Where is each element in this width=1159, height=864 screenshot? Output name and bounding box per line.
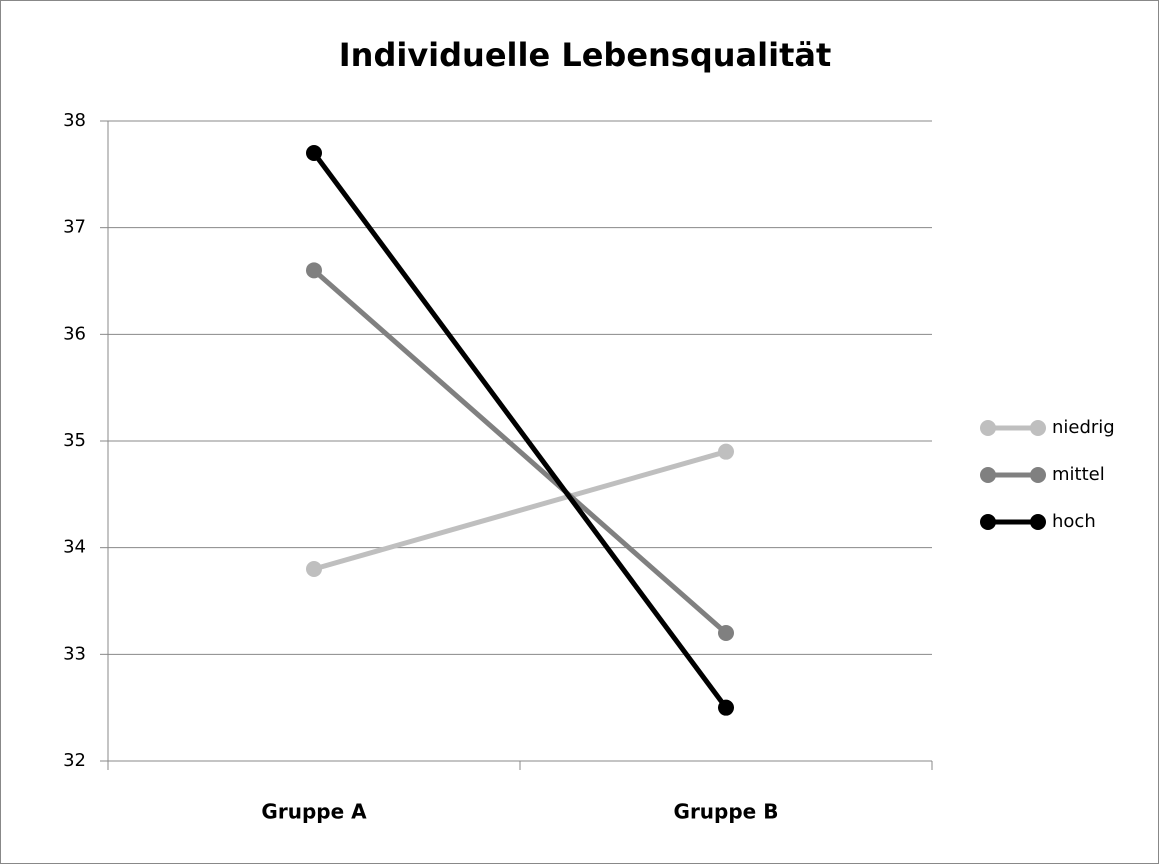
series-line bbox=[312, 268, 728, 635]
data-point bbox=[306, 262, 322, 279]
data-point bbox=[718, 625, 734, 641]
data-point bbox=[306, 145, 322, 161]
y-tick-label: 34 bbox=[63, 537, 86, 558]
legend-label: niedrig bbox=[1052, 417, 1115, 438]
legend-label: mittel bbox=[1052, 464, 1105, 485]
y-tick-label: 38 bbox=[63, 110, 86, 131]
x-tick-label: Gruppe A bbox=[261, 800, 367, 824]
y-tick-label: 35 bbox=[63, 430, 86, 451]
legend-marker bbox=[1030, 514, 1046, 530]
y-tick-label: 37 bbox=[63, 217, 86, 238]
x-tick-label: Gruppe B bbox=[674, 800, 779, 824]
y-tick-label: 36 bbox=[63, 323, 86, 344]
data-point bbox=[306, 561, 322, 577]
series-line bbox=[313, 449, 727, 572]
y-tick-label: 32 bbox=[63, 750, 86, 771]
legend-marker bbox=[980, 420, 996, 436]
y-tick-label: 33 bbox=[63, 643, 86, 664]
series-line bbox=[311, 151, 729, 710]
legend-marker bbox=[980, 467, 996, 483]
data-point bbox=[718, 443, 734, 460]
chart-title: Individuelle Lebensqualität bbox=[339, 36, 832, 74]
legend-label: hoch bbox=[1052, 511, 1096, 532]
legend-marker bbox=[1030, 467, 1046, 483]
legend-marker bbox=[980, 514, 996, 530]
legend-marker bbox=[1030, 420, 1046, 436]
data-point bbox=[718, 699, 734, 716]
